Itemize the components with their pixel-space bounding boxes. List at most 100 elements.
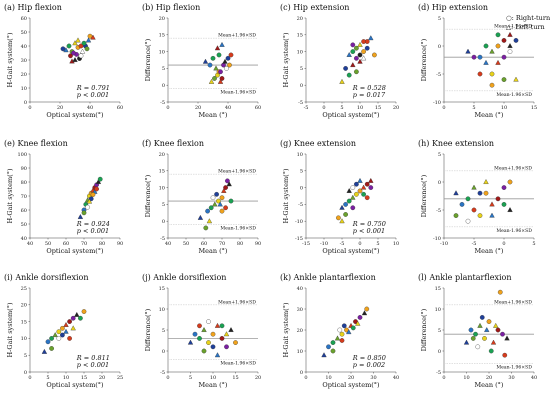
data-point-right-turn xyxy=(205,208,210,214)
x-tick-label: 50 xyxy=(45,241,51,247)
x-tick-label: 5 xyxy=(472,105,475,111)
x-tick-label: 50 xyxy=(183,241,189,247)
data-point-left-turn xyxy=(321,352,327,358)
panel-title: (b) Hip flexion xyxy=(142,3,200,12)
x-tick-label: -5 xyxy=(472,241,477,247)
data-point-right-turn xyxy=(68,53,73,59)
y-tick-label: 10 xyxy=(297,49,303,55)
data-point-right-turn xyxy=(357,188,363,194)
y-tick-label: -5 xyxy=(160,370,165,376)
data-point-left-turn xyxy=(346,51,352,57)
x-tick-label: 10 xyxy=(63,375,69,381)
data-point-right-turn xyxy=(495,43,501,49)
panel-h: (h) Knee extension -10 -5 0 5 -10 -5 0 5 Mean (°)… xyxy=(418,139,536,255)
data-point-left-turn xyxy=(504,335,510,341)
data-point-left-turn xyxy=(219,41,225,47)
x-tick-label: 40 xyxy=(225,105,231,111)
y-tick-label: 60 xyxy=(21,16,27,22)
y-tick-label: -10 xyxy=(433,236,441,242)
x-tick-label: 5 xyxy=(46,375,49,381)
panel-title: (c) Hip extension xyxy=(280,3,349,12)
data-point-left-turn xyxy=(493,322,499,328)
y-tick-label: -5 xyxy=(436,370,441,376)
x-tick-label: 0 xyxy=(28,375,31,381)
data-point-left-turn xyxy=(360,184,367,190)
x-tick-label: 80 xyxy=(237,241,243,247)
legend-left-turn: △: Left-turn xyxy=(506,23,545,31)
data-point-right-turn xyxy=(192,331,198,337)
data-point-left-turn xyxy=(350,194,356,200)
x-tick-label: 0 xyxy=(502,241,505,247)
data-point-left-turn xyxy=(208,78,215,84)
x-tick-label: 20 xyxy=(57,105,63,111)
data-point-left-turn xyxy=(463,339,470,345)
data-point-left-turn xyxy=(361,310,368,316)
y-tick-label: 5 xyxy=(162,66,165,72)
data-point-right-turn xyxy=(336,215,341,221)
data-point-right-turn xyxy=(219,76,225,81)
x-tick-label: 15 xyxy=(375,105,381,111)
stat-annotation: R = 0.528 xyxy=(352,84,386,92)
x-tick-label: 15 xyxy=(531,105,537,111)
data-point-right-turn xyxy=(502,352,508,358)
data-point-left-turn xyxy=(339,204,345,210)
data-point-left-turn xyxy=(63,321,69,327)
y-tick-label: 40 xyxy=(21,44,27,50)
y-axis-label: Difference(°) xyxy=(144,308,152,351)
data-point-right-turn xyxy=(81,309,87,314)
y-axis-label: Difference(°) xyxy=(420,174,428,217)
x-tick-label: 0 xyxy=(28,105,31,111)
y-tick-label: 15 xyxy=(159,33,165,39)
data-point-left-turn xyxy=(490,339,497,345)
data-point-right-turn xyxy=(94,186,99,192)
data-point-right-turn xyxy=(225,178,230,184)
stat-annotation: p < 0.001 xyxy=(353,227,385,235)
y-tick-label: 20 xyxy=(159,152,165,158)
y-tick-label: -5 xyxy=(436,208,441,214)
data-point-right-turn xyxy=(97,176,103,182)
data-point-right-turn xyxy=(224,66,229,71)
data-point-right-turn xyxy=(354,181,359,187)
y-tick-label: 5 xyxy=(300,66,303,72)
y-tick-label: 70 xyxy=(21,194,27,200)
data-point-right-turn xyxy=(228,198,234,204)
data-point-right-turn xyxy=(216,198,221,204)
y-tick-label: 0 xyxy=(438,180,441,186)
lower-limit-label: Mean-1.96×SD xyxy=(496,92,532,98)
data-point-left-turn xyxy=(63,47,69,53)
data-point-left-turn xyxy=(79,48,86,54)
x-tick-label: 5 xyxy=(376,241,379,247)
data-point-left-turn xyxy=(346,187,352,193)
data-point-left-turn xyxy=(360,55,367,61)
data-point-left-turn xyxy=(52,332,58,338)
data-point-right-turn xyxy=(78,53,84,59)
data-point-right-turn xyxy=(81,40,87,46)
data-point-left-turn xyxy=(495,59,501,65)
x-tick-label: 5 xyxy=(340,105,343,111)
data-point-right-turn xyxy=(459,202,465,207)
upper-limit-label: Mean+1.96×SD xyxy=(494,24,532,30)
x-tick-label: 10 xyxy=(393,241,399,247)
y-tick-label: 0 xyxy=(24,100,27,106)
y-axis-label: Difference(°) xyxy=(144,174,152,217)
data-point-right-turn xyxy=(346,72,352,78)
y-tick-label: 50 xyxy=(21,222,27,228)
lower-limit-label: Mean-1.96×SD xyxy=(220,226,256,232)
y-tick-label: 10 xyxy=(435,307,441,313)
data-point-right-turn xyxy=(471,207,477,213)
data-point-left-turn xyxy=(223,331,230,337)
lower-limit-label: Mean-1.96×SD xyxy=(220,90,256,96)
data-point-right-turn xyxy=(228,52,234,58)
y-tick-label: 100 xyxy=(17,152,27,158)
data-point-right-turn xyxy=(354,191,359,197)
data-point-right-turn xyxy=(210,331,216,337)
upper-limit-label: Mean+1.96×SD xyxy=(218,169,256,175)
x-axis-label: Optical system(°) xyxy=(322,111,380,119)
y-tick-label: 15 xyxy=(21,319,27,325)
data-point-left-turn xyxy=(334,335,341,341)
data-point-right-turn xyxy=(477,190,483,196)
data-point-right-turn xyxy=(465,196,471,202)
y-tick-label: -10 xyxy=(295,219,303,225)
